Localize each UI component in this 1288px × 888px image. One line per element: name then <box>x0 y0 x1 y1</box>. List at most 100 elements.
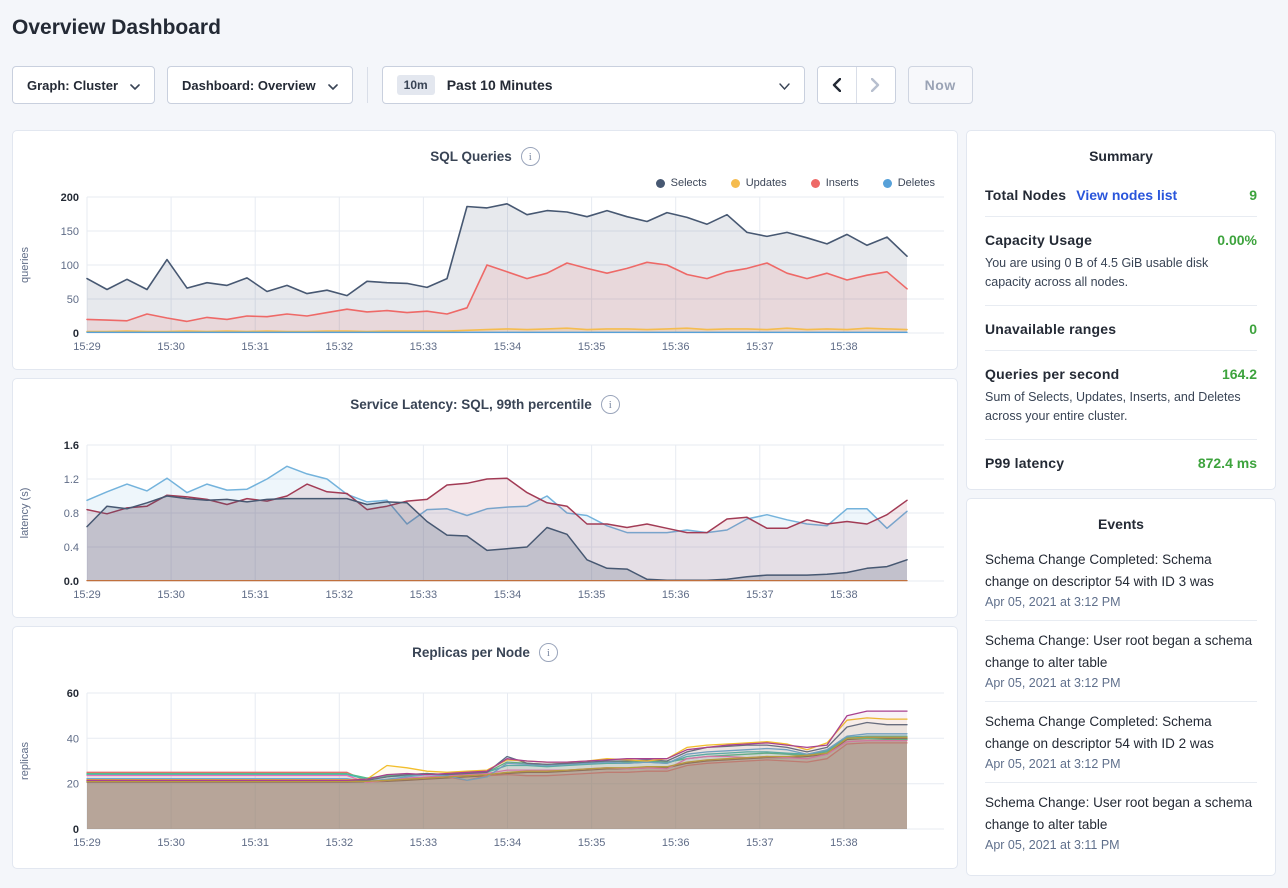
qps-value: 164.2 <box>1221 366 1257 382</box>
svg-text:15:33: 15:33 <box>410 589 438 601</box>
svg-text:15:35: 15:35 <box>578 589 606 601</box>
svg-text:15:32: 15:32 <box>326 341 354 353</box>
summary-row-total-nodes: Total Nodes View nodes list 9 <box>985 172 1257 216</box>
svg-text:15:35: 15:35 <box>578 341 606 353</box>
sql-queries-title: SQL Queries i <box>13 147 957 166</box>
p99-latency-label: P99 latency <box>985 455 1065 471</box>
prev-window-button[interactable] <box>817 67 857 103</box>
legend-dot-icon <box>730 178 740 188</box>
replicas-per-node-title: Replicas per Node i <box>13 643 957 662</box>
event-item: Schema Change: User root began a schema … <box>985 621 1257 701</box>
svg-text:15:36: 15:36 <box>662 589 690 601</box>
view-nodes-list-link[interactable]: View nodes list <box>1076 187 1178 203</box>
replicas-per-node-chart-holder[interactable]: 0 20 40 60 15:29 15:30 15:31 15:32 15:33 15:34 15:… <box>14 685 956 866</box>
service-latency-chart[interactable]: 0.0 0.4 0.8 1.2 1.6 15:29 15:30 15:31 15:32 15:33… <box>14 437 956 613</box>
svg-text:15:30: 15:30 <box>157 589 185 601</box>
svg-text:15:33: 15:33 <box>410 341 438 353</box>
time-range-badge: 10m <box>396 75 435 95</box>
dashboard-dropdown-label: Dashboard: Overview <box>182 77 316 93</box>
svg-text:15:37: 15:37 <box>746 837 774 849</box>
sql-queries-chart-holder[interactable]: 0 50 100 150 200 15:29 15:30 15:31 15:32 15:33 15:… <box>14 189 956 369</box>
page-title: Overview Dashboard <box>12 16 221 39</box>
graph-dropdown[interactable]: Graph: Cluster <box>12 66 156 104</box>
legend-dot-icon <box>882 178 892 188</box>
summary-panel: Summary Total Nodes View nodes list 9 Ca… <box>966 130 1276 490</box>
summary-divider <box>985 350 1257 351</box>
event-divider <box>985 782 1257 783</box>
svg-text:15:36: 15:36 <box>662 837 690 849</box>
time-range-label: Past 10 Minutes <box>446 77 553 93</box>
sql-queries-chart[interactable]: 0 50 100 150 200 15:29 15:30 15:31 15:32 15:33 15:… <box>14 189 956 365</box>
svg-text:15:31: 15:31 <box>241 589 269 601</box>
summary-row-unavailable: Unavailable ranges 0 <box>985 306 1257 350</box>
svg-text:queries: queries <box>19 246 31 283</box>
svg-text:15:30: 15:30 <box>157 837 185 849</box>
capacity-usage-label: Capacity Usage <box>985 232 1093 248</box>
svg-text:60: 60 <box>67 688 79 700</box>
next-window-button[interactable] <box>856 67 895 103</box>
service-latency-title: Service Latency: SQL, 99th percentile i <box>13 395 957 414</box>
event-item: Schema Change Completed: Schema change o… <box>985 540 1257 620</box>
charts-column: SQL Queries i Selects Updates Inserts Delet… <box>12 130 958 869</box>
svg-text:0.4: 0.4 <box>64 542 79 554</box>
unavailable-ranges-value: 0 <box>1249 321 1257 337</box>
event-item: Schema Change Completed: Schema change o… <box>985 702 1257 782</box>
svg-text:15:29: 15:29 <box>73 837 101 849</box>
replicas-per-node-panel: Replicas per Node i 0 20 40 60 15:29 15:30 15:… <box>12 626 958 869</box>
svg-text:15:30: 15:30 <box>157 341 185 353</box>
svg-text:15:35: 15:35 <box>578 837 606 849</box>
total-nodes-value: 9 <box>1249 187 1257 203</box>
event-text: Schema Change: User root began a schema … <box>985 795 1253 832</box>
replicas-per-node-chart[interactable]: 0 20 40 60 15:29 15:30 15:31 15:32 15:33 15:34 15:… <box>14 685 956 861</box>
events-title: Events <box>1098 516 1144 532</box>
svg-text:15:31: 15:31 <box>241 837 269 849</box>
time-range-dropdown[interactable]: 10m Past 10 Minutes <box>381 66 805 104</box>
service-latency-chart-holder[interactable]: 0.0 0.4 0.8 1.2 1.6 15:29 15:30 15:31 15:32 15:33… <box>14 437 956 617</box>
qps-description: Sum of Selects, Updates, Inserts, and De… <box>985 390 1241 423</box>
summary-divider <box>985 216 1257 217</box>
info-icon[interactable]: i <box>538 643 558 662</box>
svg-text:15:38: 15:38 <box>830 837 858 849</box>
legend-item-inserts: Inserts <box>810 177 859 189</box>
controls-divider <box>366 67 368 103</box>
p99-latency-value: 872.4 ms <box>1197 455 1257 471</box>
svg-text:15:32: 15:32 <box>326 589 354 601</box>
capacity-usage-description: You are using 0 B of 4.5 GiB usable disk… <box>985 256 1209 289</box>
event-text: Schema Change Completed: Schema change o… <box>985 714 1214 751</box>
svg-text:0.8: 0.8 <box>64 508 79 520</box>
event-divider <box>985 701 1257 702</box>
dashboard-dropdown[interactable]: Dashboard: Overview <box>167 66 353 104</box>
svg-text:15:37: 15:37 <box>746 589 774 601</box>
event-item: Schema Change: User root began a schema … <box>985 783 1257 863</box>
svg-text:150: 150 <box>61 226 79 238</box>
total-nodes-label: Total Nodes <box>985 187 1067 203</box>
chevron-down-icon <box>130 78 140 93</box>
event-text: Schema Change Completed: Schema change o… <box>985 552 1214 589</box>
svg-text:15:34: 15:34 <box>494 589 522 601</box>
svg-text:latency (s): latency (s) <box>19 488 31 539</box>
legend-item-deletes: Deletes <box>882 177 935 189</box>
info-icon[interactable]: i <box>600 395 620 414</box>
svg-text:20: 20 <box>67 779 79 791</box>
svg-text:15:38: 15:38 <box>830 341 858 353</box>
graph-dropdown-label: Graph: Cluster <box>27 77 119 93</box>
svg-text:50: 50 <box>67 294 79 306</box>
legend-dot-icon <box>810 178 820 188</box>
event-timestamp: Apr 05, 2021 at 3:12 PM <box>985 595 1121 609</box>
svg-text:1.6: 1.6 <box>64 440 79 452</box>
qps-label: Queries per second <box>985 366 1120 382</box>
svg-text:0: 0 <box>73 328 79 340</box>
now-button[interactable]: Now <box>907 66 973 104</box>
svg-text:15:34: 15:34 <box>494 837 522 849</box>
summary-divider <box>985 305 1257 306</box>
svg-text:40: 40 <box>67 733 79 745</box>
time-window-nav <box>816 66 896 104</box>
info-icon[interactable]: i <box>520 147 540 166</box>
svg-text:15:37: 15:37 <box>746 341 774 353</box>
summary-row-capacity: Capacity Usage 0.00% <box>985 217 1257 261</box>
summary-row-p99: P99 latency 872.4 ms <box>985 440 1257 484</box>
summary-title: Summary <box>1089 148 1153 164</box>
svg-text:1.2: 1.2 <box>64 474 79 486</box>
svg-text:15:31: 15:31 <box>241 341 269 353</box>
